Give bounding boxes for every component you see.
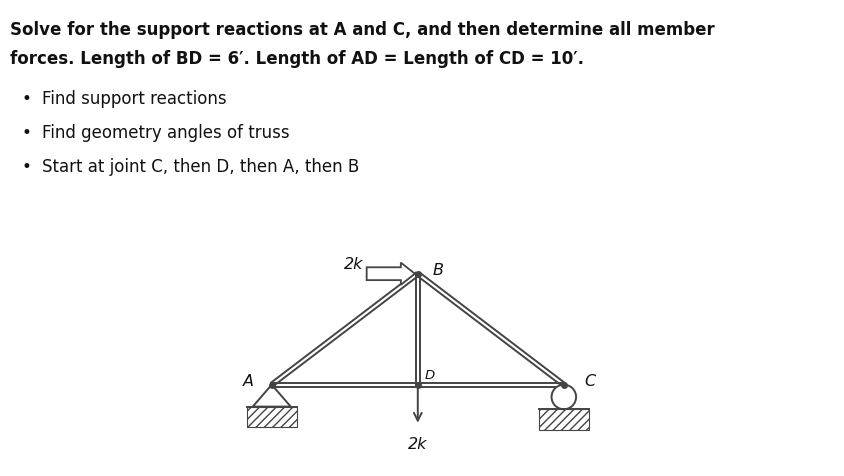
Circle shape: [552, 385, 576, 409]
Polygon shape: [252, 385, 290, 407]
Text: •: •: [21, 124, 31, 142]
Text: •: •: [21, 158, 31, 176]
Text: Solve for the support reactions at A and C, and then determine all member: Solve for the support reactions at A and…: [10, 21, 715, 40]
Text: Find geometry angles of truss: Find geometry angles of truss: [42, 124, 289, 142]
Text: A: A: [243, 374, 254, 389]
Text: Start at joint C, then D, then A, then B: Start at joint C, then D, then A, then B: [42, 158, 360, 176]
Text: 2k: 2k: [344, 258, 363, 272]
Polygon shape: [366, 263, 415, 285]
Text: •: •: [21, 90, 31, 109]
Text: D: D: [425, 369, 435, 382]
Text: 2k: 2k: [408, 436, 427, 452]
Text: forces. Length of BD = 6′. Length of AD = Length of CD = 10′.: forces. Length of BD = 6′. Length of AD …: [10, 50, 584, 68]
Text: C: C: [585, 374, 596, 389]
Text: B: B: [433, 263, 444, 278]
Text: Find support reactions: Find support reactions: [42, 90, 227, 109]
